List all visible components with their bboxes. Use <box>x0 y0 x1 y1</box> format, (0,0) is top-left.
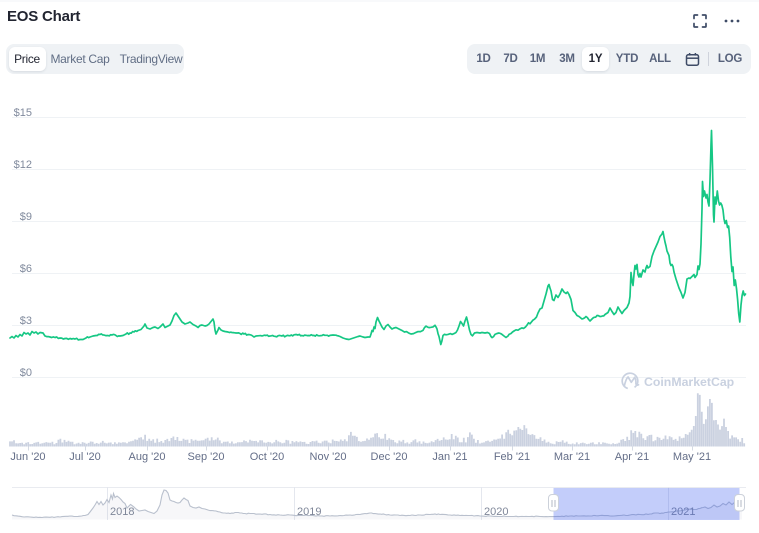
svg-text:Sep '20: Sep '20 <box>188 451 225 463</box>
svg-text:$15: $15 <box>14 107 32 119</box>
svg-text:Dec '20: Dec '20 <box>371 451 408 463</box>
svg-text:Aug '20: Aug '20 <box>129 451 166 463</box>
svg-text:$12: $12 <box>14 159 32 171</box>
svg-text:Jan '21: Jan '21 <box>432 451 467 463</box>
svg-text:$3: $3 <box>20 315 32 327</box>
svg-text:Apr '21: Apr '21 <box>615 451 650 463</box>
svg-text:2021: 2021 <box>671 506 695 518</box>
svg-text:Jun '20: Jun '20 <box>10 451 45 463</box>
svg-text:$9: $9 <box>20 211 32 223</box>
svg-text:2019: 2019 <box>297 506 321 518</box>
svg-text:Mar '21: Mar '21 <box>554 451 590 463</box>
svg-text:Oct '20: Oct '20 <box>250 451 285 463</box>
svg-text:CoinMarketCap: CoinMarketCap <box>644 375 734 389</box>
svg-text:$6: $6 <box>20 263 32 275</box>
svg-text:Nov '20: Nov '20 <box>310 451 347 463</box>
svg-text:Jul '20: Jul '20 <box>69 451 100 463</box>
svg-text:2020: 2020 <box>484 506 508 518</box>
svg-text:Feb '21: Feb '21 <box>494 451 530 463</box>
svg-text:May '21: May '21 <box>673 451 711 463</box>
svg-text:2018: 2018 <box>110 506 134 518</box>
svg-text:$0: $0 <box>20 367 32 379</box>
